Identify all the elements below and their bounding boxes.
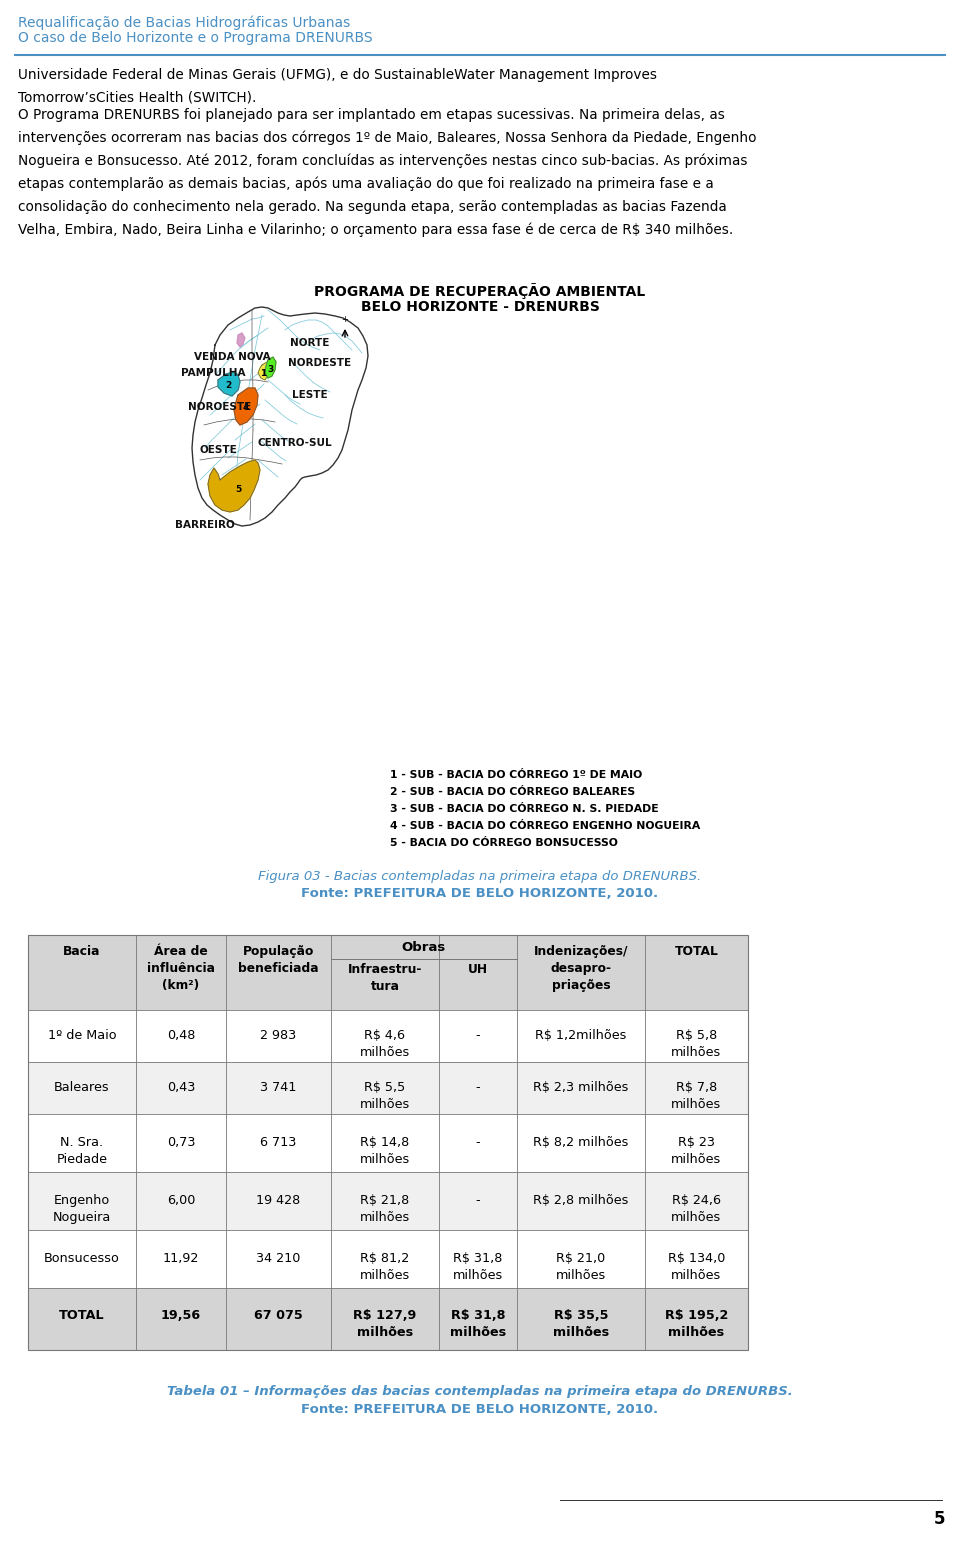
Text: Obras: Obras: [402, 941, 446, 953]
Text: Baleares: Baleares: [54, 1082, 109, 1094]
Text: 11,92: 11,92: [163, 1251, 199, 1265]
Text: 0,48: 0,48: [167, 1029, 195, 1041]
Text: 19,56: 19,56: [161, 1309, 201, 1323]
Text: 6 713: 6 713: [260, 1136, 297, 1149]
Text: N. Sra.
Piedade: N. Sra. Piedade: [57, 1136, 108, 1166]
Polygon shape: [218, 372, 240, 396]
Text: O caso de Belo Horizonte e o Programa DRENURBS: O caso de Belo Horizonte e o Programa DR…: [18, 31, 372, 45]
Text: R$ 23
milhões: R$ 23 milhões: [671, 1136, 722, 1166]
Text: NORDESTE: NORDESTE: [288, 358, 351, 368]
Bar: [28, 935, 748, 1350]
Text: Infraestru-
tura: Infraestru- tura: [348, 963, 422, 993]
Text: -: -: [476, 1136, 480, 1149]
Text: PROGRAMA DE RECUPERAÇÃO AMBIENTAL: PROGRAMA DE RECUPERAÇÃO AMBIENTAL: [314, 283, 646, 300]
Text: População
beneficiada: População beneficiada: [238, 946, 319, 975]
Text: BARREIRO: BARREIRO: [175, 521, 235, 530]
Text: R$ 134,0
milhões: R$ 134,0 milhões: [668, 1251, 725, 1282]
Text: TOTAL: TOTAL: [60, 1309, 105, 1323]
Text: +: +: [342, 315, 348, 324]
Polygon shape: [192, 307, 368, 525]
Text: Engenho
Nogueira: Engenho Nogueira: [53, 1194, 111, 1224]
Text: 5 - BACIA DO CÓRREGO BONSUCESSO: 5 - BACIA DO CÓRREGO BONSUCESSO: [390, 837, 618, 848]
Text: -: -: [476, 1029, 480, 1041]
Text: 0,43: 0,43: [167, 1082, 195, 1094]
Bar: [28, 1010, 748, 1061]
Polygon shape: [237, 334, 245, 348]
Text: Fonte: PREFEITURA DE BELO HORIZONTE, 2010.: Fonte: PREFEITURA DE BELO HORIZONTE, 201…: [301, 887, 659, 901]
Text: Requalificação de Bacias Hidrográficas Urbanas: Requalificação de Bacias Hidrográficas U…: [18, 15, 350, 29]
Text: NORTE: NORTE: [290, 338, 329, 348]
Text: R$ 195,2
milhões: R$ 195,2 milhões: [665, 1309, 729, 1340]
Text: TOTAL: TOTAL: [675, 946, 718, 958]
Bar: [28, 935, 748, 1010]
Text: 1 - SUB - BACIA DO CÓRREGO 1º DE MAIO: 1 - SUB - BACIA DO CÓRREGO 1º DE MAIO: [390, 769, 642, 780]
Text: 67 075: 67 075: [254, 1309, 302, 1323]
Text: Universidade Federal de Minas Gerais (UFMG), e do SustainableWater Management Im: Universidade Federal de Minas Gerais (UF…: [18, 68, 657, 104]
Text: LESTE: LESTE: [292, 389, 327, 400]
Bar: [28, 1173, 748, 1230]
Text: Fonte: PREFEITURA DE BELO HORIZONTE, 2010.: Fonte: PREFEITURA DE BELO HORIZONTE, 201…: [301, 1403, 659, 1417]
Text: R$ 8,2 milhões: R$ 8,2 milhões: [534, 1136, 629, 1149]
Text: Figura 03 - Bacias contempladas na primeira etapa do DRENURBS.: Figura 03 - Bacias contempladas na prime…: [258, 870, 702, 884]
Text: 5: 5: [235, 485, 241, 494]
Text: R$ 24,6
milhões: R$ 24,6 milhões: [671, 1194, 722, 1224]
Text: R$ 14,8
milhões: R$ 14,8 milhões: [360, 1136, 410, 1166]
Text: R$ 5,8
milhões: R$ 5,8 milhões: [671, 1029, 722, 1058]
Text: R$ 35,5
milhões: R$ 35,5 milhões: [553, 1309, 609, 1340]
Text: Bacia: Bacia: [63, 946, 101, 958]
Polygon shape: [265, 357, 276, 379]
Text: R$ 127,9
milhões: R$ 127,9 milhões: [353, 1309, 417, 1340]
Text: R$ 21,8
milhões: R$ 21,8 milhões: [360, 1194, 410, 1224]
Text: UH: UH: [468, 963, 488, 976]
Text: R$ 2,3 milhões: R$ 2,3 milhões: [534, 1082, 629, 1094]
Text: -: -: [476, 1194, 480, 1207]
Text: PAMPULHA: PAMPULHA: [180, 368, 245, 379]
Text: 34 210: 34 210: [256, 1251, 300, 1265]
Text: R$ 7,8
milhões: R$ 7,8 milhões: [671, 1082, 722, 1111]
Text: Indenizações/
desapro-
priações: Indenizações/ desapro- priações: [534, 946, 628, 992]
Text: 4: 4: [243, 403, 250, 411]
Text: Área de
influência
(km²): Área de influência (km²): [147, 946, 215, 992]
Text: Tabela 01 – Informações das bacias contempladas na primeira etapa do DRENURBS.: Tabela 01 – Informações das bacias conte…: [167, 1384, 793, 1398]
Text: R$ 31,8
milhões: R$ 31,8 milhões: [453, 1251, 503, 1282]
Text: R$ 5,5
milhões: R$ 5,5 milhões: [360, 1082, 410, 1111]
Text: O Programa DRENURBS foi planejado para ser implantado em etapas sucessivas. Na p: O Programa DRENURBS foi planejado para s…: [18, 108, 756, 236]
Text: R$ 2,8 milhões: R$ 2,8 milhões: [534, 1194, 629, 1207]
Polygon shape: [208, 460, 260, 511]
Text: R$ 4,6
milhões: R$ 4,6 milhões: [360, 1029, 410, 1058]
Text: 6,00: 6,00: [167, 1194, 195, 1207]
Text: 2: 2: [225, 380, 231, 389]
Bar: [28, 1289, 748, 1350]
Text: 3 - SUB - BACIA DO CÓRREGO N. S. PIEDADE: 3 - SUB - BACIA DO CÓRREGO N. S. PIEDADE: [390, 803, 659, 814]
Text: BELO HORIZONTE - DRENURBS: BELO HORIZONTE - DRENURBS: [361, 300, 599, 314]
Bar: [28, 1114, 748, 1173]
Text: R$ 81,2
milhões: R$ 81,2 milhões: [360, 1251, 410, 1282]
Text: -: -: [476, 1082, 480, 1094]
Text: R$ 31,8
milhões: R$ 31,8 milhões: [450, 1309, 506, 1340]
Text: 1: 1: [260, 369, 266, 377]
Text: 4 - SUB - BACIA DO CÓRREGO ENGENHO NOGUEIRA: 4 - SUB - BACIA DO CÓRREGO ENGENHO NOGUE…: [390, 820, 700, 831]
Text: NOROESTE: NOROESTE: [188, 402, 252, 413]
Text: OESTE: OESTE: [199, 445, 237, 454]
Bar: [28, 1230, 748, 1289]
Text: R$ 21,0
milhões: R$ 21,0 milhões: [556, 1251, 606, 1282]
Text: Bonsucesso: Bonsucesso: [44, 1251, 120, 1265]
Text: 19 428: 19 428: [256, 1194, 300, 1207]
Text: 2 - SUB - BACIA DO CÓRREGO BALEARES: 2 - SUB - BACIA DO CÓRREGO BALEARES: [390, 786, 636, 797]
Bar: [28, 1061, 748, 1114]
Text: R$ 1,2milhões: R$ 1,2milhões: [536, 1029, 627, 1041]
Text: 1º de Maio: 1º de Maio: [48, 1029, 116, 1041]
Text: 5: 5: [933, 1509, 945, 1528]
Text: 3: 3: [268, 365, 275, 374]
Text: 2 983: 2 983: [260, 1029, 297, 1041]
Text: 3 741: 3 741: [260, 1082, 297, 1094]
Polygon shape: [234, 388, 258, 425]
Polygon shape: [258, 362, 270, 380]
Text: 0,73: 0,73: [167, 1136, 195, 1149]
Text: VENDA NOVA: VENDA NOVA: [194, 352, 271, 362]
Text: CENTRO-SUL: CENTRO-SUL: [257, 437, 332, 448]
